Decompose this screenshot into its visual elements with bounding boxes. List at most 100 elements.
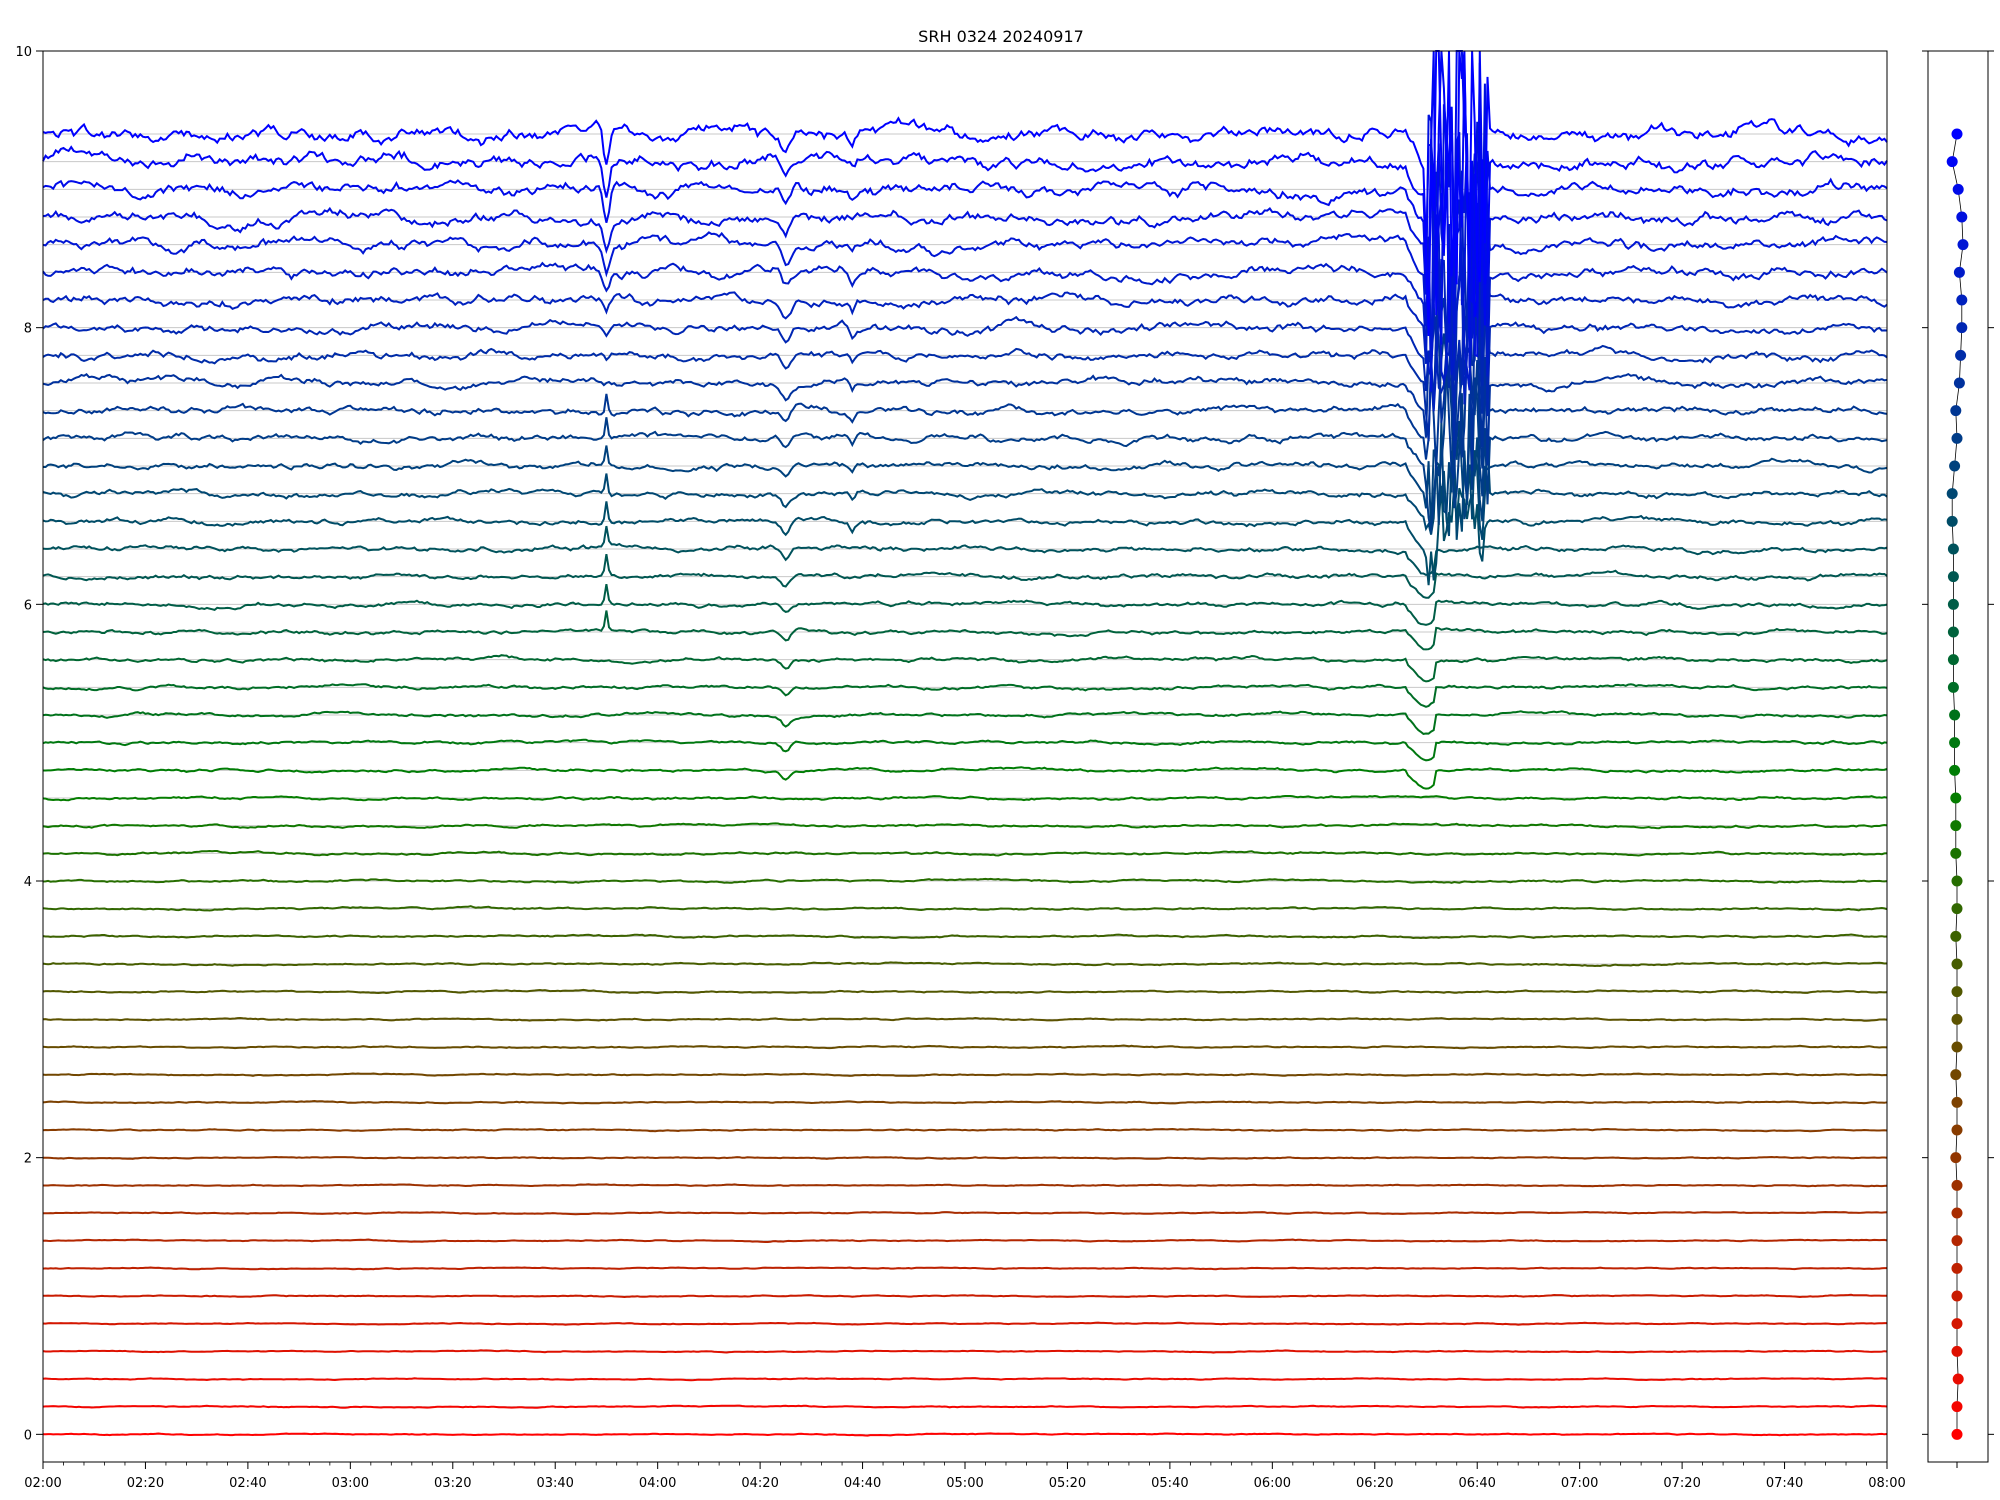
x-tick-label: 06:40 [1458, 1476, 1495, 1491]
side-point [1946, 515, 1958, 527]
side-point [1947, 681, 1959, 693]
side-point [1956, 294, 1968, 306]
side-axis-ticks [1922, 50, 1994, 1468]
trace-line [42, 525, 1888, 576]
trace-line [42, 1321, 1887, 1326]
side-point [1949, 764, 1961, 776]
trace-line [42, 50, 1888, 326]
trace-line [42, 794, 1888, 802]
y-tick-label: 2 [24, 1152, 32, 1167]
side-legend-points [1946, 128, 1969, 1440]
trace-line [42, 961, 1888, 968]
side-point [1950, 1069, 1962, 1081]
trace-line [42, 368, 1888, 532]
y-tick-label: 10 [15, 45, 32, 60]
trace-line [42, 583, 1888, 626]
x-tick-label: 03:40 [536, 1476, 573, 1491]
side-point [1951, 1124, 1963, 1136]
side-point [1950, 792, 1962, 804]
trace-line [42, 610, 1888, 651]
trace-line [42, 849, 1888, 857]
trace-line [42, 822, 1888, 830]
side-point [1950, 930, 1962, 942]
side-point [1951, 1401, 1963, 1413]
y-tick-label: 8 [24, 322, 32, 337]
side-point [1947, 654, 1959, 666]
side-point [1951, 958, 1963, 970]
side-point [1950, 1152, 1962, 1164]
trace-line [42, 1349, 1888, 1354]
x-tick-label: 04:00 [639, 1476, 676, 1491]
x-tick-label: 06:20 [1356, 1476, 1393, 1491]
side-point [1950, 405, 1962, 417]
trace-line [42, 988, 1888, 995]
chart-title: SRH 0324 20240917 [918, 27, 1084, 46]
trace-line [42, 333, 1888, 480]
side-point [1956, 322, 1968, 334]
trace-line [42, 1238, 1888, 1243]
trace-line [42, 710, 1888, 735]
trace-line [42, 654, 1888, 683]
x-tick-label: 07:00 [1561, 1476, 1598, 1491]
side-point [1951, 1179, 1963, 1191]
x-tick-label: 04:20 [741, 1476, 778, 1491]
side-point [1955, 349, 1967, 361]
side-point [1947, 543, 1959, 555]
side-point [1951, 1013, 1963, 1025]
trace-line [42, 1072, 1888, 1077]
trace-line [42, 1377, 1888, 1382]
side-point [1951, 1290, 1963, 1302]
trace-line [42, 877, 1888, 884]
x-tick-label: 06:00 [1254, 1476, 1291, 1491]
side-point [1951, 1428, 1963, 1440]
side-point [1951, 1262, 1963, 1274]
side-point [1953, 266, 1965, 278]
trace-line [42, 192, 1888, 412]
trace-line [42, 738, 1888, 762]
trace-line [42, 1016, 1888, 1022]
side-point [1949, 460, 1961, 472]
side-point [1951, 128, 1963, 140]
trace-line [42, 1266, 1887, 1271]
trace-line [42, 683, 1888, 708]
trace-line [42, 121, 1888, 392]
x-tick-label: 02:20 [127, 1476, 164, 1491]
trace-line [42, 304, 1888, 471]
x-tick-label: 05:00 [946, 1476, 983, 1491]
y-tick-label: 6 [24, 598, 32, 613]
trace-line [42, 905, 1888, 912]
side-point [1951, 903, 1963, 915]
trace-line [42, 50, 1888, 337]
side-point [1951, 1041, 1963, 1053]
trace-line [42, 225, 1888, 417]
side-point [1946, 488, 1958, 500]
side-point [1947, 598, 1959, 610]
side-point [1952, 1373, 1964, 1385]
trace-line [43, 410, 1888, 534]
side-point [1957, 239, 1969, 251]
side-legend-plot [1922, 50, 1994, 1468]
side-point [1947, 571, 1959, 583]
x-tick-label: 05:20 [1049, 1476, 1086, 1491]
trace-line [42, 1210, 1888, 1216]
trace-line [42, 485, 1888, 586]
side-point [1950, 820, 1962, 832]
x-tick-label: 03:20 [434, 1476, 471, 1491]
side-point [1951, 1318, 1963, 1330]
trace-series-group [42, 50, 1888, 1437]
x-tick-label: 02:40 [229, 1476, 266, 1491]
side-point [1949, 709, 1961, 721]
y-tick-label: 4 [24, 875, 32, 890]
side-point [1951, 1207, 1963, 1219]
x-tick-label: 07:20 [1663, 1476, 1700, 1491]
side-point [1947, 626, 1959, 638]
side-point [1949, 737, 1961, 749]
x-tick-label: 03:00 [332, 1476, 369, 1491]
trace-line [42, 83, 1888, 358]
trace-line [42, 441, 1888, 540]
trace-line [43, 1432, 1888, 1437]
side-point [1951, 986, 1963, 998]
y-tick-label: 0 [24, 1428, 32, 1443]
